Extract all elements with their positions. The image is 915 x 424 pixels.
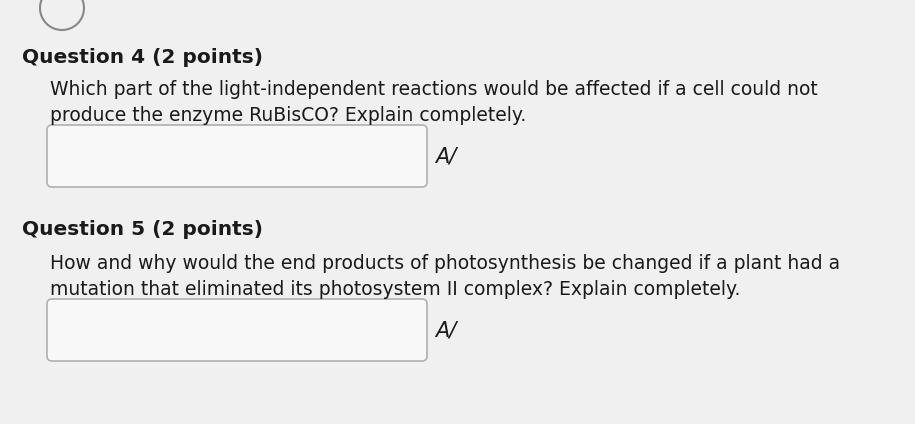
- FancyBboxPatch shape: [47, 299, 427, 361]
- Text: A/: A/: [435, 146, 457, 166]
- Text: Which part of the light-independent reactions would be affected if a cell could : Which part of the light-independent reac…: [50, 80, 818, 99]
- FancyBboxPatch shape: [47, 125, 427, 187]
- Text: produce the enzyme RuBisCO? Explain completely.: produce the enzyme RuBisCO? Explain comp…: [50, 106, 526, 125]
- Text: A/: A/: [435, 320, 457, 340]
- Text: How and why would the end products of photosynthesis be changed if a plant had a: How and why would the end products of ph…: [50, 254, 840, 273]
- Text: Question 4 (2 points): Question 4 (2 points): [22, 48, 263, 67]
- Text: mutation that eliminated its photosystem II complex? Explain completely.: mutation that eliminated its photosystem…: [50, 280, 740, 299]
- Text: Question 5 (2 points): Question 5 (2 points): [22, 220, 263, 239]
